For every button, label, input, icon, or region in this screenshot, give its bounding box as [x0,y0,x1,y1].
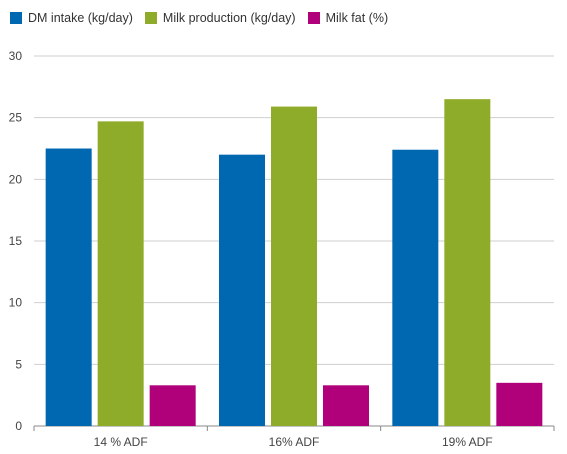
x-tick-label-16-adf: 16% ADF [269,435,320,449]
bar-milk-fat-14-adf[interactable] [149,385,196,426]
legend-item-milk-production[interactable]: Milk production (kg/day) [144,11,296,25]
legend-label-milk-fat: Milk fat (%) [325,11,389,25]
legend-label-milk-production: Milk production (kg/day) [162,11,296,25]
y-tick-label-25: 25 [9,111,23,125]
x-tick-label-14-adf: 14 % ADF [94,435,148,449]
legend-swatch-milk-fat [307,12,320,24]
legend-item-milk-fat[interactable]: Milk fat (%) [307,11,389,25]
legend-item-dm-intake[interactable]: DM intake (kg/day) [10,11,133,25]
bar-milk-fat-19-adf[interactable] [496,382,543,426]
x-axis-ticks: 14 % ADF 16% ADF 19% ADF [33,426,555,449]
bar-milk-production-kg-day-14-adf[interactable] [97,121,144,426]
y-tick-label-30: 30 [9,49,23,63]
bar-milk-fat-16-adf[interactable] [323,385,369,426]
legend-label-dm-intake: DM intake (kg/day) [28,11,133,25]
y-tick-label-20: 20 [9,172,23,186]
bar-dm-intake-kg-day-19-adf[interactable] [392,149,439,426]
y-tick-label-5: 5 [15,357,22,371]
y-tick-label-10: 10 [9,296,23,310]
bar-milk-production-kg-day-19-adf[interactable] [444,99,491,427]
bar-dm-intake-kg-day-14-adf[interactable] [45,148,92,427]
legend-swatch-dm-intake [10,12,22,24]
y-tick-label-0: 0 [15,419,22,433]
legend-swatch-milk-production [144,12,157,24]
legend: DM intake (kg/day) Milk production (kg/d… [10,11,400,25]
y-axis-ticks: 0 5 10 15 20 25 30 [9,49,23,433]
y-tick-label-15: 15 [9,234,23,248]
x-tick-label-19-adf: 19% ADF [442,435,493,449]
bar-dm-intake-kg-day-16-adf[interactable] [219,154,265,426]
bar-milk-production-kg-day-16-adf[interactable] [271,106,317,427]
bars [45,99,543,427]
